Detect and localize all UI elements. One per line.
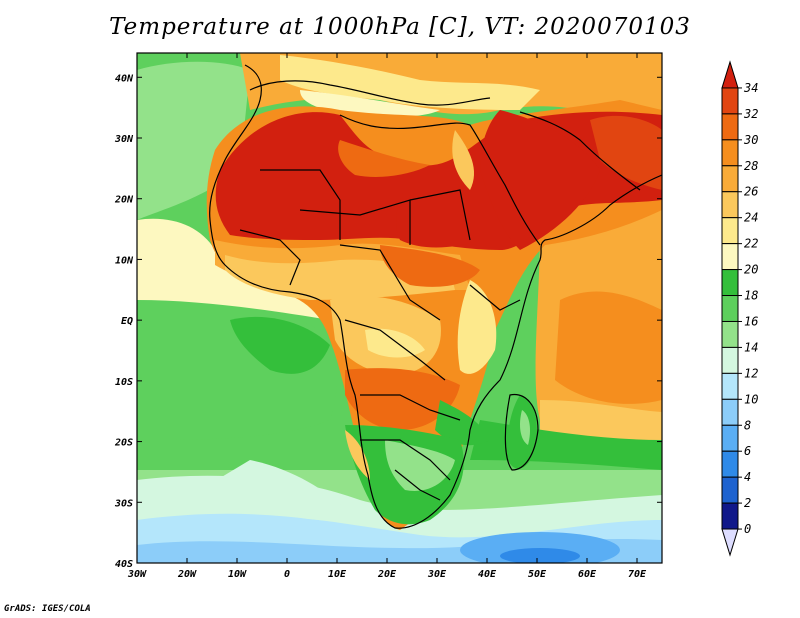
colorbar-swatch <box>721 165 739 193</box>
colorbar-label: 22 <box>744 237 758 251</box>
colorbar-label: 12 <box>744 366 758 380</box>
lat-tick-label: 20S <box>114 438 133 449</box>
colorbar-label: 4 <box>744 470 751 484</box>
colorbar-swatch <box>721 320 739 348</box>
colorbar-label: 18 <box>744 289 758 303</box>
colorbar-swatch <box>721 476 739 504</box>
lat-tick-label: 30S <box>114 498 133 509</box>
lat-tick-label: EQ <box>121 316 133 327</box>
coastlines <box>209 64 662 529</box>
lon-tick-label: 20W <box>177 569 197 580</box>
colorbar-arrow-bottom <box>721 528 739 557</box>
grads-credit: GrADS: IGES/COLA <box>4 604 91 614</box>
lat-tick-label: 20N <box>114 195 134 206</box>
colorbar-label: 34 <box>743 81 758 95</box>
colorbar-label: 10 <box>744 392 758 406</box>
colorbar-swatch <box>721 346 739 374</box>
map-title: Temperature at 1000hPa [C], VT: 20200701… <box>109 14 691 40</box>
lon-tick-label: 0 <box>284 569 290 580</box>
colorbar-swatch <box>721 372 739 400</box>
lon-tick-label: 10W <box>228 569 247 580</box>
colorbar-label: 16 <box>744 314 758 328</box>
colorbar-label: 20 <box>744 263 758 277</box>
lon-tick-label: 30W <box>127 569 147 580</box>
colorbar-label: 30 <box>743 133 758 147</box>
colorbar-swatch <box>721 217 739 245</box>
lat-tick-label: 40S <box>115 559 133 570</box>
colorbar-label: 28 <box>744 159 758 173</box>
colorbar-label: 6 <box>744 444 751 458</box>
colorbar-label: 32 <box>743 107 758 121</box>
map-frame <box>136 52 663 564</box>
colorbar-swatch <box>721 87 739 115</box>
colorbar-swatch <box>721 243 739 271</box>
colorbar-swatch <box>721 139 739 167</box>
lon-tick-label: 20E <box>377 569 397 580</box>
lat-tick-label: 30N <box>114 134 134 145</box>
colorbar-label: 8 <box>744 418 751 432</box>
colorbar-label: 26 <box>744 185 758 199</box>
lon-tick-label: 50E <box>528 569 547 580</box>
lat-tick-label: 10N <box>115 255 134 266</box>
lon-tick-label: 30E <box>427 569 447 580</box>
temperature-field <box>137 53 662 563</box>
lat-tick-label: 10S <box>115 377 133 388</box>
colorbar-label: 24 <box>744 211 758 225</box>
lat-tick-label: 40N <box>115 73 134 84</box>
lon-tick-label: 10E <box>328 569 347 580</box>
lon-tick-label: 60E <box>578 569 597 580</box>
colorbar-arrow-top <box>721 60 739 89</box>
colorbar-swatch <box>721 398 739 426</box>
colorbar-swatch <box>721 269 739 297</box>
lon-tick-label: 70E <box>628 569 647 580</box>
colorbar-label: 0 <box>744 522 751 536</box>
lon-tick-label: 40E <box>478 569 497 580</box>
latitude-axis: 40N 30N 20N 10N EQ 10S 20S 30S 40S <box>114 73 662 570</box>
colorbar-swatch <box>721 424 739 452</box>
colorbar-swatch <box>721 502 739 530</box>
longitude-axis: 30W 20W 10W 0 10E 20E 30E 40E 50E 60E 70E <box>127 53 647 580</box>
colorbar-swatch <box>721 191 739 219</box>
colorbar-label: 14 <box>744 340 758 354</box>
colorbar-swatch <box>721 450 739 478</box>
colorbar-swatch <box>721 113 739 141</box>
colorbar-swatch <box>721 295 739 322</box>
colorbar-label: 2 <box>744 496 751 510</box>
